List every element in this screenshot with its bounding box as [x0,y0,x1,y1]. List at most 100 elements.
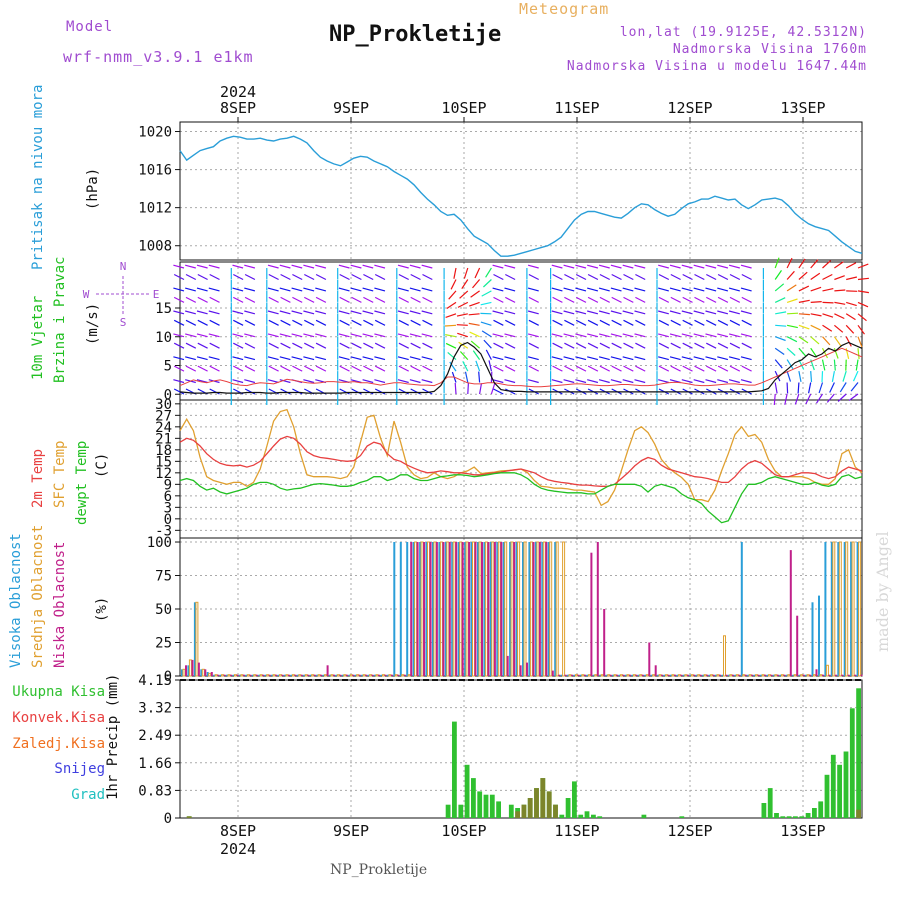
wind-arrow [798,370,802,383]
wind-arrow [185,365,197,372]
wind-arrow [492,333,504,338]
wind-arrow [397,264,409,269]
total-precip-bar [565,798,571,818]
wind-arrow [740,356,752,361]
compass-s: S [120,316,127,329]
wind-arrow [232,356,244,361]
mid-cloud-bar [214,674,218,677]
low-cloud-bar [481,542,483,676]
high-cloud-bar [341,674,344,676]
total-precip-bar [641,814,647,818]
wind-arrow [468,313,480,316]
wind-arrow [598,310,610,315]
wind-arrow [610,379,622,384]
high-cloud-bar [747,674,750,676]
wind-arrow [773,393,776,406]
wind-arrow [280,319,291,326]
wind-arrow [563,333,575,338]
mid-cloud-bar [234,674,237,677]
wind-arrow [456,313,468,317]
wind-arrow [315,273,327,281]
wind-arrow [185,342,197,349]
mid-cloud-bar [587,674,591,677]
ytick-label: 1016 [138,163,172,179]
wind-arrow [470,340,480,349]
total-precip-bar [452,721,457,818]
low-cloud-bar [223,674,226,676]
high-cloud-bar [457,542,460,676]
high-cloud-bar [489,542,492,676]
wind-arrow [209,365,220,372]
wind-arrow [173,287,185,292]
high-cloud-bar [271,674,274,676]
wind-arrow [822,260,832,269]
high-cloud-bar [522,542,524,676]
wind-arrow [623,365,634,372]
mid-cloud-bar [285,674,289,677]
wind-arrow [682,319,693,326]
wind-arrow [822,301,834,304]
high-cloud-bar [708,674,711,676]
wind-arrow [774,336,786,342]
xtick-bottom-label: 13SEP [780,822,825,840]
wind-arrow [185,273,197,281]
wind-arrow [374,342,386,349]
wind-arrow [786,347,796,356]
wind-arrow [267,287,279,292]
mid-cloud-bar [632,674,636,677]
wind-arrow [845,336,852,347]
low-cloud-bar [442,542,445,676]
wind-arrow [528,319,539,326]
wind-arrow [363,342,374,349]
ytick-label: 24 [155,420,172,436]
wind-arrow [551,333,563,338]
high-cloud-bar [367,674,370,676]
wind-arrow [834,301,846,305]
gust-line [179,347,863,388]
wind-arrow [658,365,670,372]
wind-arrow [397,356,409,361]
high-cloud-bar [779,674,782,676]
wind-arrow [173,342,185,349]
high-cloud-bar [348,674,351,676]
high-cloud-bar [502,542,505,676]
low-cloud-bar [828,674,831,676]
wind-arrow [244,388,256,395]
wind-arrow [658,264,669,269]
panel-frame [179,679,863,819]
wind-arrow [821,347,829,359]
wind-arrow [492,356,504,361]
wind-arrow [857,336,863,348]
t2m-line [179,435,863,487]
low-cloud-bar [661,674,664,676]
wind-arrow [492,379,504,384]
wind-arrow [658,310,669,315]
low-cloud-bar [564,674,567,676]
low-cloud-bar [513,542,516,676]
low-cloud-bar [474,542,477,676]
ytick-label: 3 [164,500,172,516]
wind-arrow [315,310,327,315]
wind-arrow [233,319,244,326]
wind-arrow [797,382,800,394]
model-altitude-label: Nadmorska Visina u modelu 1647.44m [566,59,867,74]
wind-arrow [837,393,847,402]
wind-arrow [717,333,729,338]
low-cloud-bar [590,552,593,676]
wind-arrow [623,342,634,349]
wind-arrow [374,333,386,338]
mid-cloud-bar [742,674,746,677]
wind-arrow [575,264,587,269]
wind-arrow [185,333,196,338]
wind-arrow [268,273,279,281]
ytick-label: 15 [155,454,172,470]
wind-arrow [457,332,468,338]
wind-arrow [598,264,610,269]
low-cloud-bar [854,674,857,676]
high-cloud-bar [592,674,595,676]
low-cloud-bar [217,674,220,676]
wind-arrow [527,356,539,361]
low-cloud-bar [384,674,387,676]
low-cloud-bar [468,542,471,676]
high-cloud-bar [605,674,608,676]
